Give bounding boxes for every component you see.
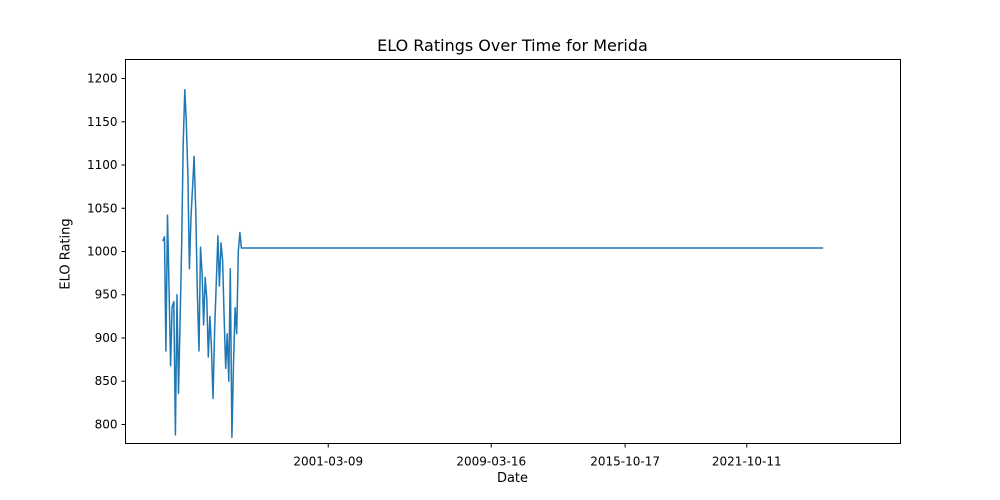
y-tick-label: 1200 <box>87 72 118 86</box>
series-line <box>162 89 824 439</box>
x-tick-label: 2015-10-17 <box>590 455 660 469</box>
x-tick-label: 2021-10-11 <box>712 455 782 469</box>
x-tick-label: 2009-03-16 <box>456 455 526 469</box>
y-axis-label: ELO Rating <box>58 218 74 290</box>
plot-frame <box>125 59 901 444</box>
y-tick-label: 1000 <box>87 245 118 259</box>
y-tick-label: 1100 <box>87 158 118 172</box>
x-axis-ticks: 2001-03-09 2009-03-16 2015-10-17 2021-10-11 <box>293 443 782 469</box>
y-axis-ticks: 800 850 900 950 1000 1050 1100 1150 1200 <box>87 72 126 431</box>
x-tick-label: 2001-03-09 <box>293 455 363 469</box>
y-tick-label: 1050 <box>87 201 118 215</box>
y-tick-label: 850 <box>95 374 118 388</box>
y-tick-label: 900 <box>95 331 118 345</box>
x-axis-label: Date <box>496 471 529 486</box>
chart-title: ELO Ratings Over Time for Merida <box>377 36 648 55</box>
y-tick-label: 950 <box>95 288 118 302</box>
y-tick-label: 1150 <box>87 115 118 129</box>
plot-area <box>125 59 901 444</box>
y-tick-label: 800 <box>95 417 118 431</box>
